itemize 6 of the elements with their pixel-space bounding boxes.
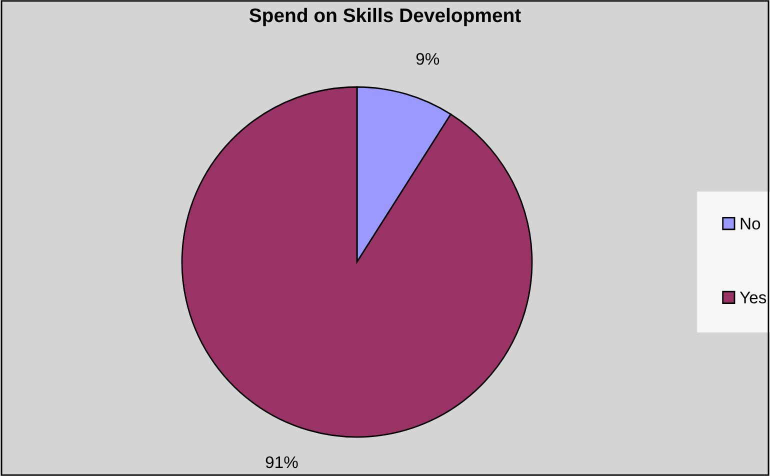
legend-label: Yes (740, 292, 766, 304)
chart-title: Spend on Skills Development (249, 8, 521, 26)
data-label: 9% (416, 53, 440, 65)
legend-label: No (740, 218, 760, 230)
data-label: 91% (266, 456, 298, 468)
pie-slice (181, 86, 533, 438)
